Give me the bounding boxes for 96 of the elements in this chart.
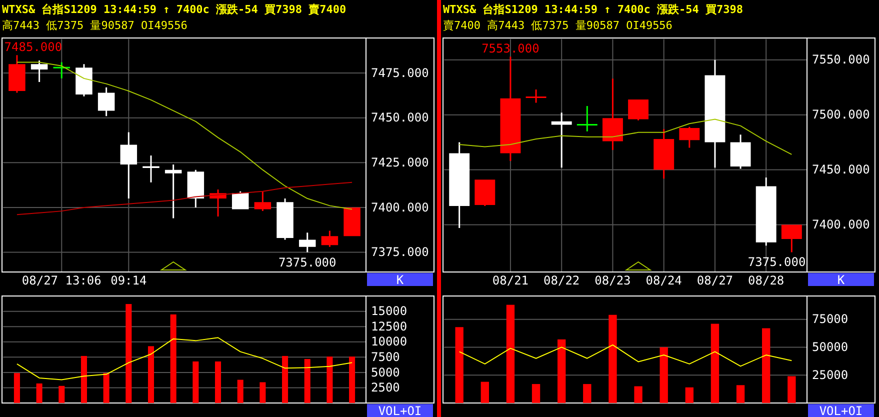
bar: [14, 373, 20, 403]
y-tick-label: 7500.000: [812, 108, 870, 122]
x-tick-label: 08/28: [748, 274, 784, 288]
bar: [170, 314, 176, 403]
chart-title: WTXS& 台指S1209 13:44:59 ↑ 7400c 漲跌-54 買7398: [443, 3, 744, 16]
bar: [304, 359, 310, 403]
y-tick-label: 75000: [812, 312, 848, 326]
y-tick-label: 15000: [371, 304, 408, 318]
candlestick: [164, 164, 182, 218]
bar: [103, 373, 110, 403]
y-tick-label: 25000: [812, 368, 848, 382]
annotation: 7553.000: [482, 42, 540, 56]
candlestick: [654, 129, 674, 179]
bar: [148, 346, 154, 403]
candlestick: [756, 177, 776, 246]
line-series: [458, 344, 792, 367]
candlestick: [526, 90, 546, 103]
x-tick-label: 08/22: [544, 274, 580, 288]
annotation: 7485.000: [4, 40, 62, 54]
y-tick-label: 12500: [371, 319, 408, 334]
candlestick: [344, 207, 360, 236]
y-tick-label: 2500: [371, 380, 400, 395]
text: VOL+OI: [378, 404, 422, 417]
bar: [36, 383, 42, 403]
y-tick-label: 7500: [371, 350, 400, 364]
bar: [260, 382, 266, 403]
bar: [710, 324, 720, 403]
bar: [685, 387, 694, 403]
x-tick-label: 08/27 13:06: [22, 274, 102, 288]
text: K: [837, 273, 846, 287]
candlestick: [298, 232, 316, 252]
annotation: 7375.000: [748, 255, 806, 270]
candlestick: [602, 78, 623, 150]
bar: [506, 304, 515, 403]
bar: [736, 385, 745, 403]
bar: [214, 361, 222, 403]
y-tick-label: 10000: [371, 334, 408, 349]
text: VOL+OI: [819, 404, 863, 417]
candlestick: [679, 126, 700, 148]
y-tick-label: 5000: [371, 365, 400, 380]
y-tick-label: 7450.000: [371, 110, 429, 125]
x-tick-label: 09:14: [110, 274, 147, 288]
y-tick-label: 7400.000: [812, 218, 870, 232]
line-series: [16, 62, 353, 210]
candlestick: [781, 224, 802, 252]
bar: [634, 386, 642, 403]
y-tick-label: 7400.000: [371, 200, 429, 214]
bar: [80, 356, 87, 403]
candlestick: [76, 64, 92, 96]
candlestick: [576, 106, 598, 132]
y-tick-label: 7450.000: [812, 162, 870, 177]
candlestick: [142, 156, 160, 182]
bar: [608, 314, 617, 403]
y-tick-label: 7425.000: [371, 156, 429, 170]
bar: [455, 327, 464, 403]
candlestick: [551, 112, 572, 168]
x-tick-label: 08/21: [492, 274, 529, 288]
line-series: [16, 337, 353, 380]
bar: [558, 339, 566, 403]
y-tick-label: 7550.000: [812, 52, 870, 67]
bar: [326, 356, 333, 403]
annotation: 7375.000: [278, 255, 336, 270]
candlestick: [276, 198, 294, 240]
y-tick-label: 50000: [812, 340, 848, 354]
chart-subtitle: 賣7400 高7443 低7375 量90587 OI49556: [443, 19, 672, 32]
bar: [349, 356, 356, 403]
candlestick: [254, 191, 272, 212]
candlestick: [449, 142, 470, 228]
chart-subtitle: 高7443 低7375 量90587 OI49556: [2, 19, 188, 32]
y-tick-label: 7475.000: [371, 66, 429, 80]
y-tick-label: 7375.000: [371, 245, 429, 260]
bar: [282, 356, 288, 403]
candlestick: [474, 180, 496, 206]
candlestick: [30, 60, 48, 82]
candlestick: [628, 99, 649, 120]
x-tick-label: 08/24: [646, 274, 682, 288]
bar: [583, 384, 592, 403]
candlestick: [120, 132, 138, 199]
candlestick: [8, 55, 26, 93]
bar: [480, 382, 489, 403]
bar: [58, 386, 65, 403]
bar: [762, 328, 770, 403]
chart-title: WTXS& 台指S1209 13:44:59 ↑ 7400c 漲跌-54 買7398 賣7400: [2, 3, 346, 16]
line-series: [458, 118, 792, 155]
bar: [192, 361, 199, 403]
bar: [532, 384, 540, 403]
text: K: [396, 273, 404, 287]
bar: [788, 376, 796, 403]
x-tick-label: 08/23: [594, 274, 631, 288]
bar: [660, 347, 668, 403]
bar: [237, 380, 244, 403]
candlestick: [321, 230, 338, 247]
candlestick: [730, 134, 751, 169]
line-series: [16, 182, 353, 216]
bar: [126, 304, 132, 403]
x-tick-label: 08/27: [696, 274, 734, 288]
